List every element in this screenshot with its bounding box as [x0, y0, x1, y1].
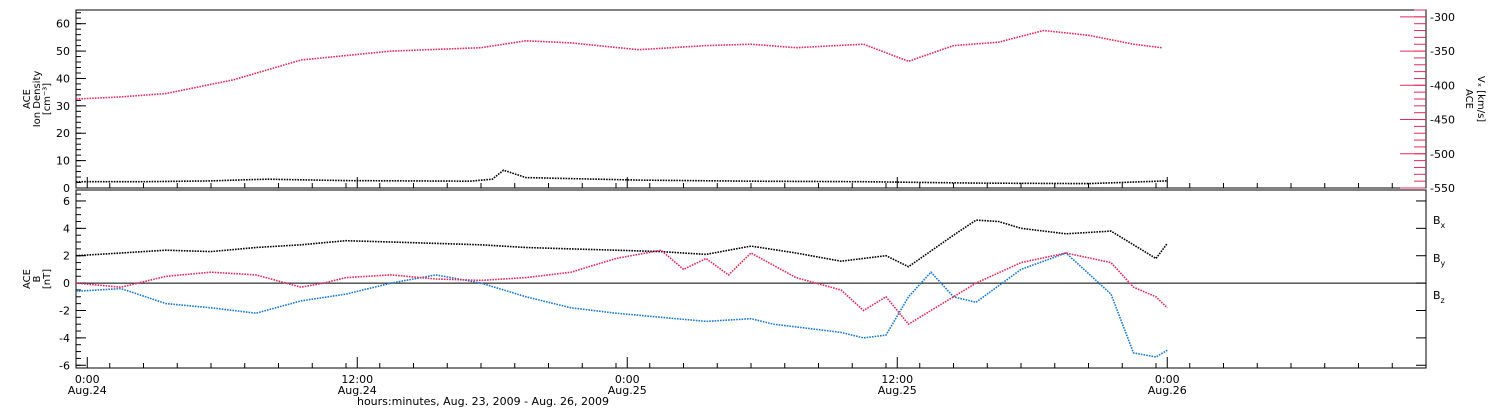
top-series-line-velocity: [75, 29, 1162, 100]
ytick-b-label: -2: [59, 304, 70, 317]
xtick-date-label: Aug.24: [338, 384, 377, 397]
ytick-right-label: -500: [1430, 148, 1455, 161]
ytick-right-label: -400: [1430, 79, 1455, 92]
xtick-time-label: 12:00: [881, 373, 913, 386]
ylabel-b-line-1: ACE: [22, 269, 33, 289]
ytick-left-label: 10: [56, 155, 70, 168]
x-axis-label: hours:minutes, Aug. 23, 2009 - Aug. 26, …: [357, 395, 609, 408]
series-line-bz: [75, 249, 1168, 326]
top-right-axis: -550 -500 -450 -400 -350 -300: [1400, 9, 1455, 195]
legend-subscript: x: [1441, 221, 1446, 230]
legend-bx: Bx: [1433, 214, 1446, 230]
ytick-right-label: -300: [1430, 11, 1455, 24]
legend-subscript: y: [1441, 259, 1446, 268]
xtick-time-label: 0:00: [1155, 373, 1180, 386]
ylabel-right-line-2: Vₓ [km/s]: [1475, 76, 1486, 122]
ytick-b-label: 6: [63, 195, 70, 208]
xtick-date-label: Aug.24: [68, 384, 107, 397]
ylabel-left-line-3: [cm⁻³]: [42, 83, 53, 115]
xtick-date-label: Aug.25: [608, 384, 647, 397]
top-panel-density-velocity: 0 10 20 30 40 50 60 -550 -500 -450 -400 -350 -300 A…: [22, 9, 1486, 195]
legend-subscript: z: [1441, 296, 1445, 305]
xtick-time-label: 0:00: [615, 373, 640, 386]
top-series-group: [75, 29, 1168, 185]
top-panel-frame: [75, 9, 1427, 189]
bottom-left-axis: -6 -4 -2 0 2 4 6: [59, 193, 1426, 372]
ytick-b-label: 4: [63, 222, 70, 235]
series-line-by: [75, 252, 1168, 358]
x-axis: 0:00Aug.2412:00Aug.240:00Aug.2512:00Aug.…: [68, 177, 1427, 397]
legend-text: B: [1433, 252, 1441, 265]
ylabel-right-line-1: ACE: [1463, 89, 1474, 109]
xtick-date-label: Aug.25: [878, 384, 917, 397]
ytick-right-label: -350: [1430, 45, 1455, 58]
ylabel-b-line-3: [nT]: [42, 269, 53, 289]
ytick-right-label: -550: [1430, 182, 1455, 195]
bottom-panel-frame: [75, 189, 1427, 369]
xtick-date-label: Aug.26: [1148, 384, 1187, 397]
ytick-left-label: 0: [63, 182, 70, 195]
ytick-right-label: -450: [1430, 114, 1455, 127]
ylabel-left-line-1: ACE: [22, 89, 33, 109]
legend-text: B: [1433, 289, 1441, 302]
ytick-left-label: 30: [56, 100, 70, 113]
ytick-b-label: -4: [59, 332, 70, 345]
ytick-b-label: 2: [63, 250, 70, 263]
legend-text: B: [1433, 214, 1441, 227]
top-left-axis: 0 10 20 30 40 50 60: [56, 12, 86, 195]
ytick-left-label: 20: [56, 127, 70, 140]
ytick-b-label: 0: [63, 277, 70, 290]
series-line-bx: [75, 219, 1168, 268]
xtick-time-label: 12:00: [341, 373, 373, 386]
ytick-b-label: -6: [59, 359, 70, 372]
top-series-line-density: [76, 169, 1168, 185]
ylabel-left-line-2: Ion Density: [32, 71, 43, 128]
ylabel-b-line-2: B: [32, 275, 43, 282]
xtick-time-label: 0:00: [75, 373, 100, 386]
bottom-series-group: [75, 219, 1168, 358]
legend-bz: Bz: [1433, 289, 1445, 305]
ytick-left-label: 40: [56, 72, 70, 85]
ytick-left-label: 50: [56, 45, 70, 58]
ytick-left-label: 60: [56, 18, 70, 31]
legend-by: By: [1433, 252, 1446, 268]
